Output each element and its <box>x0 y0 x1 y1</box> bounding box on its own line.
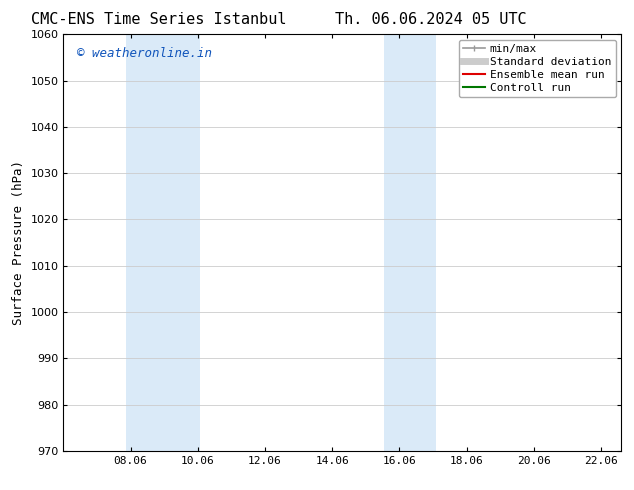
Text: Th. 06.06.2024 05 UTC: Th. 06.06.2024 05 UTC <box>335 12 527 27</box>
Y-axis label: Surface Pressure (hPa): Surface Pressure (hPa) <box>12 160 25 325</box>
Bar <box>126 34 200 451</box>
Text: CMC-ENS Time Series Istanbul: CMC-ENS Time Series Istanbul <box>31 12 286 27</box>
Legend: min/max, Standard deviation, Ensemble mean run, Controll run: min/max, Standard deviation, Ensemble me… <box>459 40 616 97</box>
Bar <box>384 34 436 451</box>
Text: © weatheronline.in: © weatheronline.in <box>77 47 212 60</box>
